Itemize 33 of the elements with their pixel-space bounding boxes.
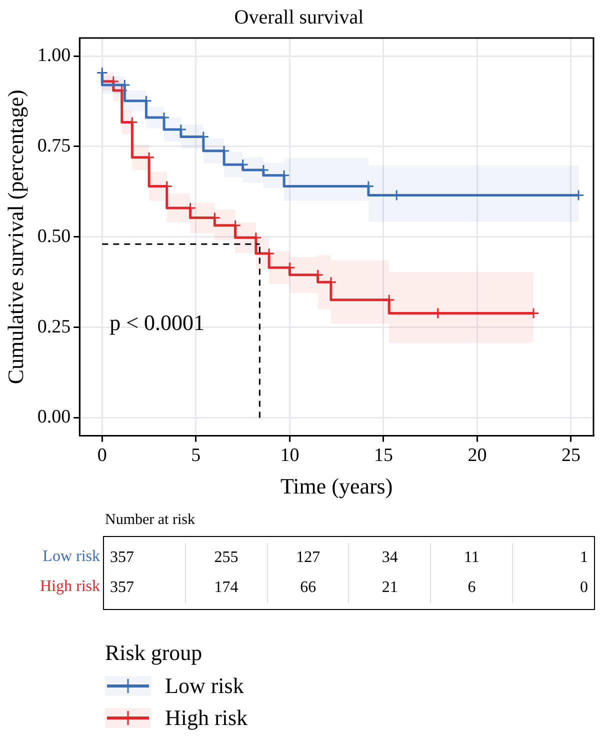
y-tick-label: 0.50 [37, 226, 71, 247]
text: 174 [184, 573, 267, 603]
x-axis-title: Time (years) [280, 474, 393, 499]
text: 1 [512, 543, 594, 573]
text: 0 [512, 573, 594, 603]
legend-label: High risk [165, 705, 248, 731]
y-axis-title: Cumulative survival (percentage) [2, 90, 28, 384]
text: Low risk [42, 547, 101, 567]
text: 66 [266, 573, 348, 603]
x-tick-label: 20 [468, 445, 487, 466]
text: 6 [430, 573, 512, 603]
text: Number at risk [105, 512, 196, 530]
x-tick-label: 5 [191, 445, 201, 466]
x-tick-label: 10 [280, 445, 300, 466]
legend-title: Risk group [105, 640, 204, 666]
legend-label: Low risk [165, 673, 244, 699]
annotation: p < 0.0001 [110, 310, 205, 336]
text: 34 [348, 543, 430, 573]
x-tick-label: 15 [374, 445, 393, 466]
y-tick-label: 0.75 [37, 135, 71, 156]
chart-title: Overall survival [234, 6, 364, 28]
y-tick-label: 0.00 [37, 406, 71, 428]
x-tick-label: 0 [97, 445, 107, 466]
text: 21 [348, 573, 430, 603]
x-tick-label: 25 [561, 445, 580, 466]
text: High risk [39, 577, 101, 597]
text: 255 [184, 543, 267, 573]
text: 357 [109, 548, 135, 568]
text: 11 [430, 543, 512, 573]
text: 357 [109, 578, 135, 598]
text: 127 [266, 543, 348, 573]
y-tick-label: 0.25 [37, 316, 71, 338]
y-tick-label: 1.00 [37, 45, 71, 66]
